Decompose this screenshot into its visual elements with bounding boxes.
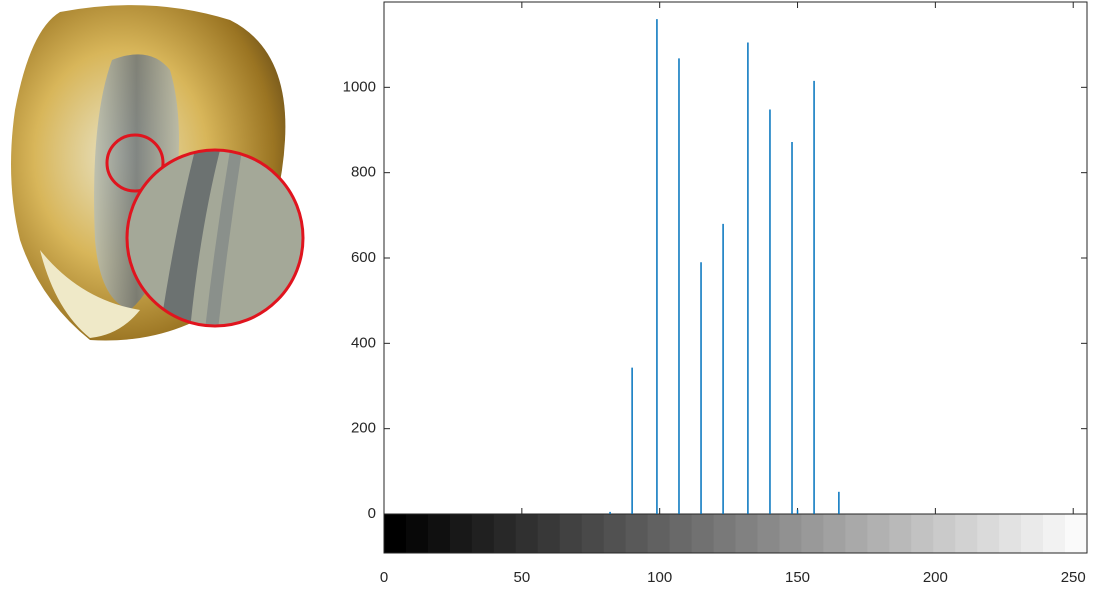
colorbar-cell [537,514,561,553]
x-tick-label: 50 [513,569,530,586]
x-tick-label: 0 [380,569,388,586]
colorbar-cell [889,514,912,553]
colorbar-cell [559,514,583,553]
y-tick-label: 600 [351,249,376,266]
colorbar-cell [757,514,780,553]
kernel-image [11,5,305,341]
colorbar-cell [647,514,671,553]
colorbar-cell [384,514,407,553]
colorbar-cell [779,514,802,553]
y-tick-label: 200 [351,420,376,437]
colorbar-cell [735,514,758,553]
x-tick-label: 200 [923,569,948,586]
x-tick-label: 250 [1061,569,1086,586]
axes-box [383,1,1088,554]
colorbar-cell [713,514,736,553]
colorbar-cell [1043,514,1066,553]
colorbar-cell [845,514,868,553]
colorbar-cell [515,514,539,553]
colorbar-cell [471,514,495,553]
colorbar-cell [449,514,473,553]
colorbar-cell [493,514,517,553]
y-tick-label: 400 [351,334,376,351]
colorbar-cell [823,514,846,553]
colorbar-cell [427,514,451,553]
colorbar-cell [955,514,978,553]
colorbar-cell [933,514,956,553]
y-tick-label: 0 [368,505,376,522]
colorbar-cell [669,514,693,553]
colorbar-cell [1065,514,1088,553]
colorbar-cell [691,514,715,553]
colorbar-cell [405,514,429,553]
x-tick-label: 100 [647,569,672,586]
x-tick-label: 150 [785,569,810,586]
colorbar-cell [1021,514,1044,553]
colorbar-cell [801,514,824,553]
colorbar [384,514,1088,553]
colorbar-cell [603,514,627,553]
y-tick-label: 800 [351,164,376,181]
colorbar-cell [911,514,934,553]
colorbar-cell [625,514,649,553]
colorbar-cell [867,514,890,553]
y-tick-label: 1000 [343,78,376,95]
colorbar-cell [999,514,1022,553]
colorbar-cell [977,514,1000,553]
colorbar-cell [581,514,605,553]
